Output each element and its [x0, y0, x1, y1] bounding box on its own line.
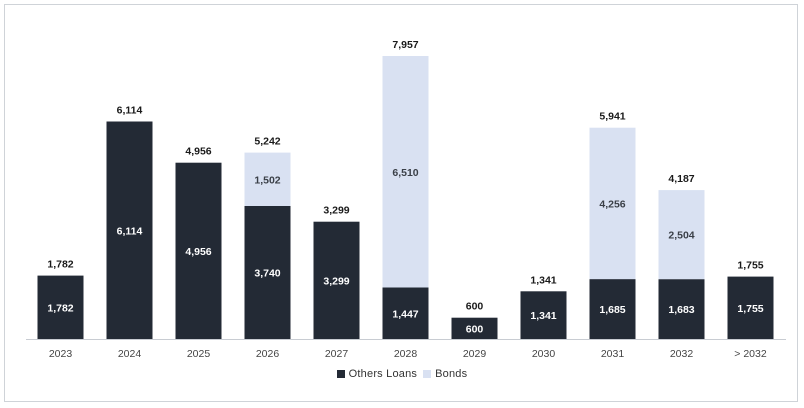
- x-tick-2026: 2026: [256, 348, 280, 360]
- bar-others-loans-2025: [175, 162, 222, 339]
- segment-label-others-loans-2027: 3,299: [323, 275, 349, 287]
- total-label-2030: 1,341: [530, 274, 556, 286]
- segment-label-others-loans-2028: 1,447: [392, 308, 418, 320]
- segment-label-others-loans-2024: 6,114: [117, 225, 143, 237]
- legend-item-bonds: Bonds: [423, 368, 467, 380]
- bar-others-loans-2027: [313, 221, 360, 339]
- total-label-2031: 5,941: [599, 111, 625, 123]
- x-tick-2027: 2027: [325, 348, 349, 360]
- segment-label-bonds-2032: 2,504: [668, 230, 694, 242]
- chart-frame: [4, 4, 798, 402]
- bar-bonds-2026: [244, 152, 291, 206]
- bar-others-loans-2029: [451, 317, 498, 339]
- total-label-2024: 6,114: [117, 105, 143, 117]
- segment-label-bonds-2028: 6,510: [392, 167, 418, 179]
- total-label-2025: 4,956: [185, 146, 211, 158]
- bar-others-loans-2030: [520, 291, 567, 339]
- total-label-2032: 4,187: [668, 173, 694, 185]
- x-tick-2028: 2028: [394, 348, 418, 360]
- x-tick-2030: 2030: [532, 348, 556, 360]
- bar-others-loans-2031: [589, 279, 636, 339]
- bars-layer: [37, 56, 774, 339]
- bar-bonds-2031: [589, 127, 636, 280]
- segment-label-others-loans-2032: 1,755: [737, 303, 763, 315]
- total-label-2028: 7,957: [392, 39, 418, 51]
- total-label-2029: 600: [466, 301, 484, 313]
- bar-others-loans-2026: [244, 206, 291, 339]
- bar-others-loans-2024: [106, 121, 153, 339]
- x-tick-2024: 2024: [118, 348, 142, 360]
- segment-label-others-loans-2029: 600: [466, 323, 484, 335]
- total-label-2032: 1,755: [737, 260, 763, 272]
- segment-label-others-loans-2032: 1,683: [668, 304, 694, 316]
- segment-label-others-loans-2025: 4,956: [185, 246, 211, 258]
- x-tick-2023: 2023: [49, 348, 73, 360]
- bar-bonds-2028: [382, 56, 429, 288]
- legend-swatch-bonds: [423, 370, 432, 378]
- bar-others-loans-2028: [382, 287, 429, 339]
- total-label-2023: 1,782: [47, 259, 73, 271]
- legend-item-others-loans: Others Loans: [336, 368, 418, 380]
- segment-label-others-loans-2023: 1,782: [47, 302, 73, 314]
- segment-label-others-loans-2031: 1,685: [599, 304, 625, 316]
- bar-others-loans-2032: [658, 279, 705, 339]
- segment-label-bonds-2026: 1,502: [254, 174, 280, 186]
- segment-label-bonds-2031: 4,256: [599, 198, 625, 210]
- x-tick-2025: 2025: [187, 348, 211, 360]
- legend-label-bonds: Bonds: [435, 368, 468, 380]
- x-tick-2032: > 2032: [734, 348, 767, 360]
- data-labels: 1,782 1,782 6,114 6,114 4,956 4,956 3,740 1,502…: [47, 39, 763, 335]
- x-tick-2029: 2029: [463, 348, 487, 360]
- bar-bonds-2032: [658, 190, 705, 280]
- x-tick-2031: 2031: [601, 348, 625, 360]
- segment-label-others-loans-2030: 1,341: [530, 310, 556, 322]
- bar-others-loans-2032: [727, 276, 774, 339]
- x-tick-2032: 2032: [670, 348, 694, 360]
- legend-label-others-loans: Others Loans: [348, 368, 418, 380]
- segment-label-others-loans-2026: 3,740: [254, 268, 280, 280]
- legend-swatch-others-loans: [336, 370, 345, 378]
- total-label-2026: 5,242: [254, 136, 280, 148]
- total-label-2027: 3,299: [323, 205, 349, 217]
- x-tick-labels: 2023 2024 2025 2026 2027 2028 2029 2030 2031 2032…: [49, 348, 767, 360]
- legend: Others Loans Bonds: [0, 368, 804, 380]
- bar-others-loans-2023: [37, 275, 84, 339]
